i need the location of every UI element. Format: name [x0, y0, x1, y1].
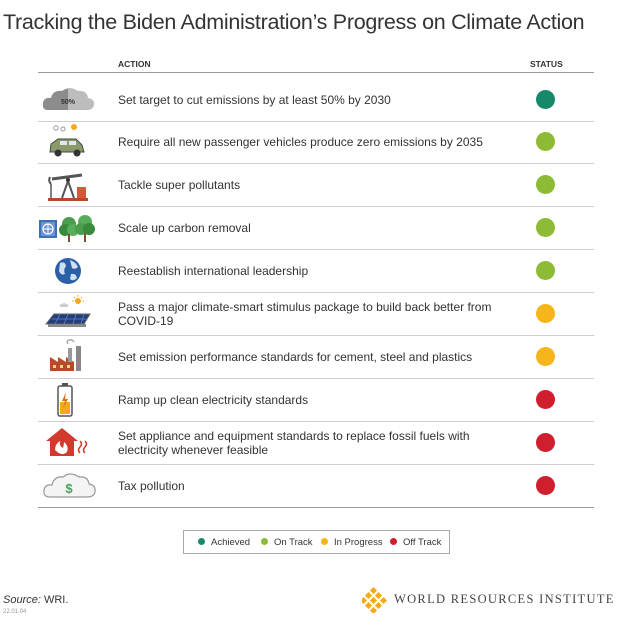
figure-code: 22.01.04: [3, 609, 27, 615]
house-heat-icon: [38, 423, 100, 463]
action-text: Scale up carbon removal: [118, 220, 251, 235]
action-text: Require all new passenger vehicles produ…: [118, 134, 483, 149]
status-legend: Achieved On Track In Progress Off Track: [183, 530, 450, 554]
row-divider: [38, 421, 594, 422]
status-dot-off-track: [536, 390, 555, 409]
legend-item-achieved: Achieved: [198, 537, 250, 548]
chart-title: Tracking the Biden Administration’s Prog…: [3, 10, 585, 34]
row-divider: [38, 121, 594, 122]
action-text: Tax pollution: [118, 478, 185, 493]
action-column-header: ACTION: [118, 59, 151, 69]
source-text: WRI.: [40, 594, 69, 606]
oil-pump-icon: [38, 165, 100, 205]
legend-item-off-track: Off Track: [390, 537, 441, 548]
legend-label-off-track: Off Track: [403, 537, 442, 548]
status-dot-on-track: [536, 261, 555, 280]
globe-icon: [38, 251, 100, 291]
status-dot-on-track: [536, 175, 555, 194]
header-rule: [38, 72, 594, 73]
solar-panel-icon: [38, 294, 100, 334]
legend-dot-on-track: [261, 538, 268, 545]
legend-dot-achieved: [198, 538, 205, 545]
action-text: Set target to cut emissions by at least …: [118, 92, 391, 107]
status-dot-in-progress: [536, 304, 555, 323]
row-divider: [38, 206, 594, 207]
legend-label-in-progress: In Progress: [334, 537, 383, 548]
cloud-50-label: 50%: [61, 99, 76, 106]
source-label: Source:: [3, 594, 41, 606]
wri-logo-mark-icon: [362, 587, 388, 613]
cloud-50-percent-icon: 50%: [38, 80, 100, 120]
action-text: Pass a major climate-smart stimulus pack…: [118, 299, 492, 328]
row-divider: [38, 249, 594, 250]
factory-icon: [38, 337, 100, 377]
electric-car-icon: [38, 122, 100, 162]
legend-dot-off-track: [390, 538, 397, 545]
carbon-removal-trees-icon: [38, 208, 100, 248]
action-text: Reestablish international leadership: [118, 263, 309, 278]
action-text: Set emission performance standards for c…: [118, 349, 473, 364]
row-divider: [38, 507, 594, 508]
status-dot-on-track: [536, 218, 555, 237]
row-divider: [38, 163, 594, 164]
svg-text:$: $: [65, 481, 73, 496]
battery-icon: [38, 380, 100, 420]
legend-dot-in-progress: [321, 538, 328, 545]
action-text: Tackle super pollutants: [118, 177, 241, 192]
action-text: Ramp up clean electricity standards: [118, 392, 309, 407]
row-divider: [38, 292, 594, 293]
status-dot-off-track: [536, 476, 555, 495]
status-dot-on-track: [536, 132, 555, 151]
legend-item-in-progress: In Progress: [321, 537, 383, 548]
row-divider: [38, 335, 594, 336]
legend-item-on-track: On Track: [261, 537, 313, 548]
status-column-header: STATUS: [530, 59, 563, 69]
dollar-cloud-icon: $: [38, 466, 100, 506]
status-dot-achieved: [536, 90, 555, 109]
legend-label-on-track: On Track: [274, 537, 313, 548]
action-text: Set appliance and equipment standards to…: [118, 428, 470, 457]
status-dot-off-track: [536, 433, 555, 452]
row-divider: [38, 464, 594, 465]
row-divider: [38, 378, 594, 379]
wri-logo-text: WORLD RESOURCES INSTITUTE: [394, 592, 615, 606]
legend-label-achieved: Achieved: [211, 537, 251, 548]
status-dot-in-progress: [536, 347, 555, 366]
source-note: Source: WRI.: [3, 594, 68, 606]
